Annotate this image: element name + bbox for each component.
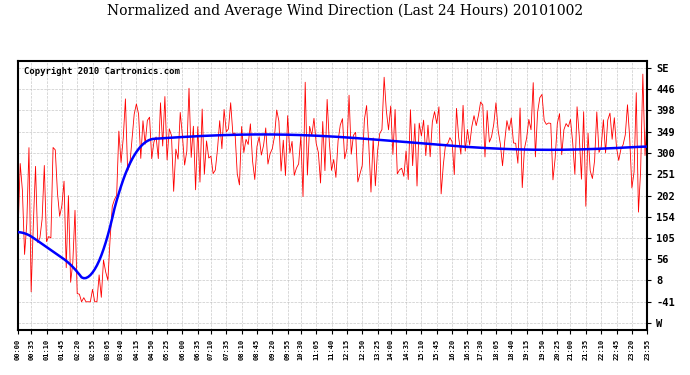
Text: Copyright 2010 Cartronics.com: Copyright 2010 Cartronics.com <box>24 67 180 76</box>
Text: Normalized and Average Wind Direction (Last 24 Hours) 20101002: Normalized and Average Wind Direction (L… <box>107 4 583 18</box>
